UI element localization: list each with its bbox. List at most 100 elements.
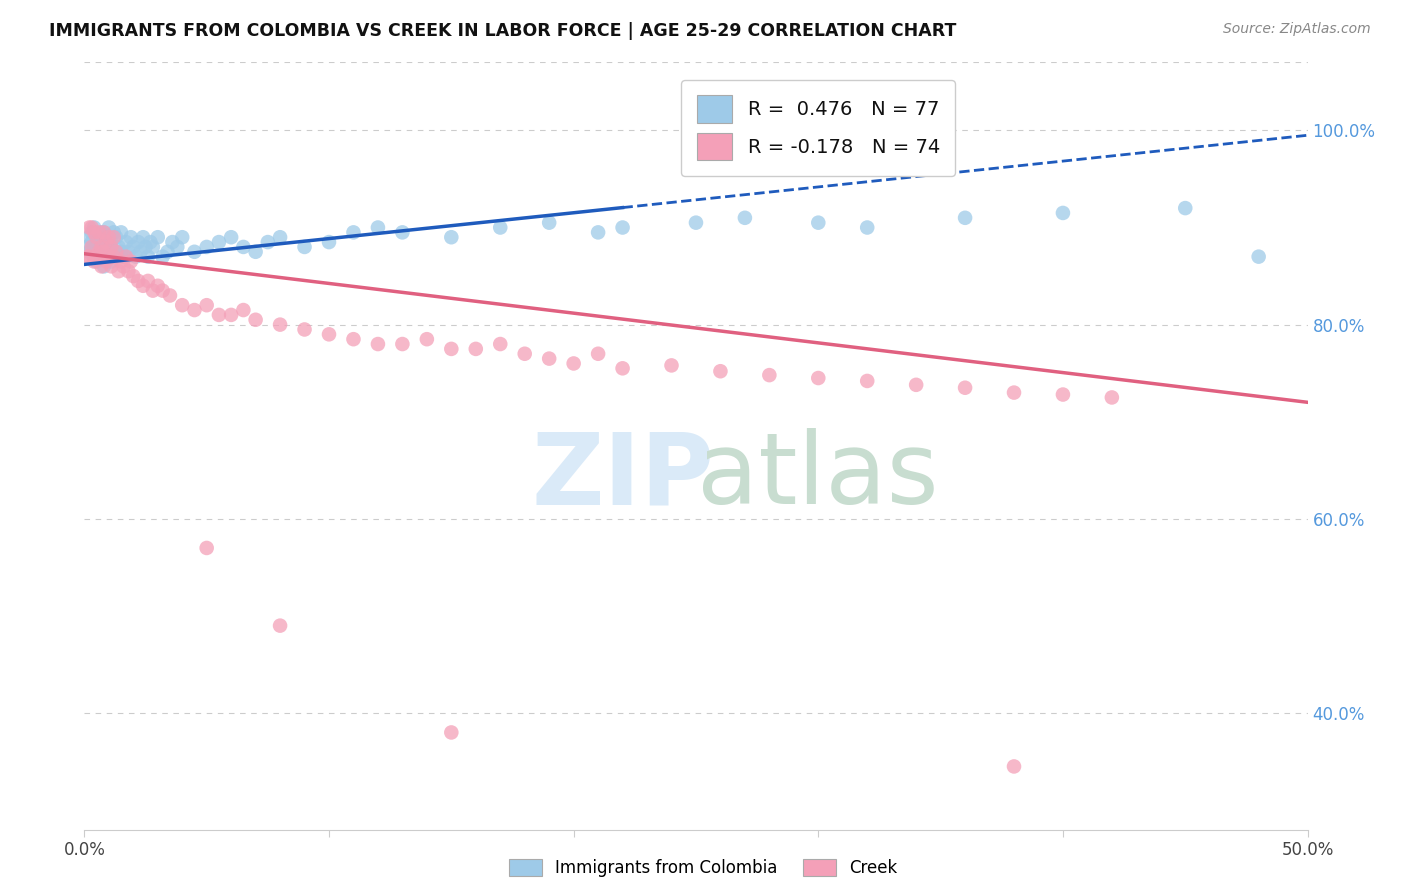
Legend: Immigrants from Colombia, Creek: Immigrants from Colombia, Creek [502,852,904,884]
Text: atlas: atlas [697,428,939,525]
Point [112,250,135,264]
Point [219,308,242,322]
Text: IMMIGRANTS FROM COLOMBIA VS CREEK IN LABOR FORCE | AGE 25-29 CORRELATION CHART: IMMIGRANTS FROM COLOMBIA VS CREEK IN LAB… [49,22,956,40]
Point [758,368,780,383]
Point [80,240,103,254]
Point [513,347,536,361]
Point [146,278,169,293]
Point [105,244,128,259]
Point [115,250,138,264]
Point [97,220,120,235]
Point [112,260,135,274]
Point [232,240,254,254]
Point [122,268,145,283]
Point [96,235,118,249]
Point [142,284,165,298]
Text: ZIP: ZIP [531,428,714,525]
Point [219,230,242,244]
Point [90,260,112,274]
Point [87,230,110,244]
Point [1002,385,1025,400]
Point [172,230,194,244]
Text: Source: ZipAtlas.com: Source: ZipAtlas.com [1223,22,1371,37]
Point [195,240,218,254]
Point [93,226,115,240]
Point [661,359,683,373]
Point [110,226,132,240]
Point [110,254,132,268]
Point [100,240,122,254]
Point [367,220,389,235]
Point [856,220,879,235]
Point [103,250,125,264]
Point [83,250,105,264]
Point [342,332,364,346]
Point [440,342,463,356]
Point [97,230,120,244]
Point [80,226,103,240]
Point [117,244,139,259]
Point [77,220,100,235]
Point [269,318,291,332]
Point [294,322,316,336]
Point [125,250,148,264]
Point [129,244,152,259]
Point [93,240,115,254]
Point [152,284,174,298]
Point [103,230,125,244]
Point [122,240,145,254]
Point [232,303,254,318]
Point [152,250,174,264]
Point [117,264,139,278]
Point [195,541,218,555]
Point [612,220,634,235]
Point [342,226,364,240]
Point [245,244,267,259]
Point [96,235,118,249]
Point [146,230,169,244]
Point [93,260,115,274]
Point [87,250,110,264]
Point [1174,201,1197,215]
Point [391,226,413,240]
Point [1247,250,1270,264]
Point [166,240,188,254]
Point [107,264,129,278]
Point [86,235,108,249]
Point [127,235,149,249]
Point [100,260,122,274]
Point [183,244,205,259]
Point [132,278,155,293]
Point [142,240,165,254]
Point [97,250,120,264]
Point [90,244,112,259]
Point [685,216,707,230]
Point [953,211,976,225]
Point [86,254,108,268]
Point [183,303,205,318]
Point [87,244,110,259]
Point [139,235,162,249]
Point [269,618,291,632]
Point [80,235,103,249]
Point [83,240,105,254]
Point [586,226,609,240]
Legend: R =  0.476   N = 77, R = -0.178   N = 74: R = 0.476 N = 77, R = -0.178 N = 74 [682,79,955,176]
Point [953,381,976,395]
Point [156,244,179,259]
Point [76,240,98,254]
Point [586,347,609,361]
Point [105,230,128,244]
Point [83,220,105,235]
Point [709,364,731,378]
Point [367,337,389,351]
Point [76,250,98,264]
Point [86,250,108,264]
Point [100,235,122,249]
Point [1002,759,1025,773]
Point [1101,391,1123,405]
Point [90,240,112,254]
Point [115,235,138,249]
Point [489,337,512,351]
Point [93,226,115,240]
